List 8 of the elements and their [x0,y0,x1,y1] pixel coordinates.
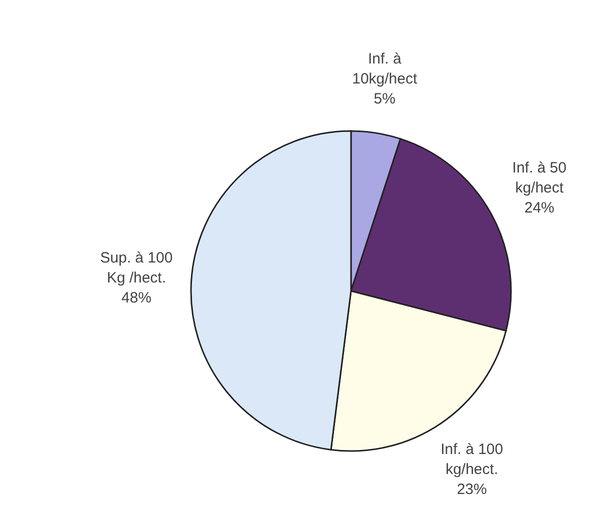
data-label: 48% [121,289,152,306]
slice-label: Inf. à 100 kg/hect. [440,440,504,478]
data-label: 5% [374,90,396,108]
slice-label: Inf. à 50 kg/hect [512,158,567,196]
slice-label: Inf. à 10kg/hect [352,50,418,88]
data-label: 23% [456,480,487,498]
slice-label: Sup. à 100 Kg /hect. [100,249,173,286]
data-label: 24% [524,198,554,216]
